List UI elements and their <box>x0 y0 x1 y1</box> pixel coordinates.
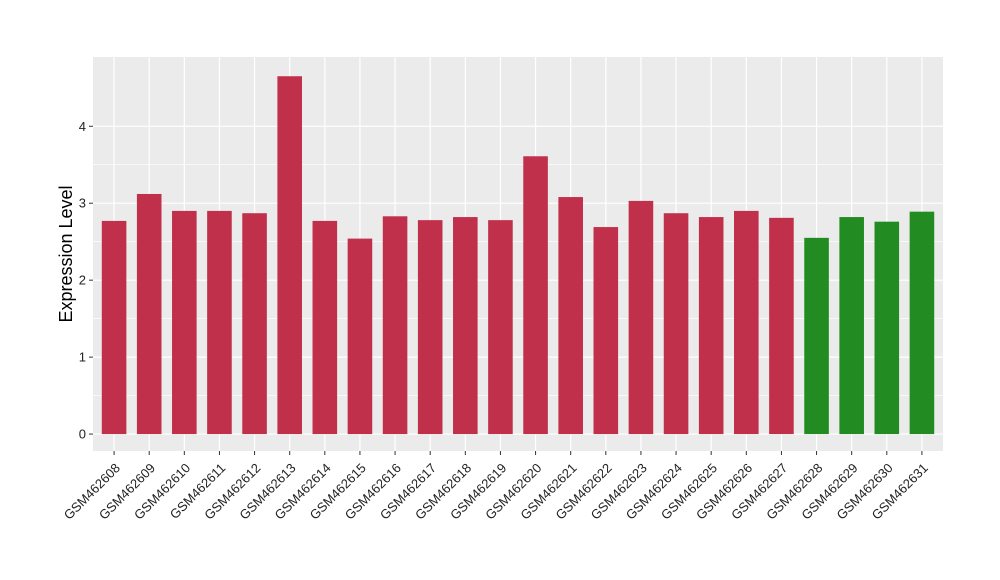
bar-GSM462611 <box>207 210 232 435</box>
y-tick-label: 0 <box>79 427 86 442</box>
bar-GSM462612 <box>242 213 267 435</box>
x-axis: GSM462608GSM462609GSM462610GSM462611GSM4… <box>61 451 931 523</box>
bar-GSM462617 <box>417 220 443 435</box>
bar-GSM462614 <box>312 220 338 435</box>
bar-GSM462631 <box>909 211 935 435</box>
bar-GSM462630 <box>874 221 900 435</box>
y-tick-label: 2 <box>79 273 86 288</box>
bar-GSM462620 <box>523 156 548 435</box>
bar-GSM462629 <box>839 217 864 435</box>
bar-GSM462616 <box>382 216 408 435</box>
plot-panel <box>93 57 943 451</box>
bar-GSM462625 <box>698 217 724 435</box>
bar-GSM462626 <box>734 210 759 435</box>
bar-GSM462613 <box>277 76 302 435</box>
y-axis-title: Expression Level <box>56 185 76 322</box>
bars <box>101 76 935 435</box>
bar-GSM462627 <box>769 217 794 435</box>
y-axis: 0 1 2 3 4 <box>79 119 93 442</box>
y-tick-label: 4 <box>79 119 86 134</box>
y-tick-label: 1 <box>79 350 86 365</box>
bar-GSM462622 <box>593 227 619 435</box>
bar-GSM462610 <box>172 210 197 435</box>
bar-GSM462621 <box>558 197 583 435</box>
grid-minor <box>93 164 943 396</box>
bar-GSM462608 <box>101 220 127 435</box>
y-tick-label: 3 <box>79 196 86 211</box>
bar-GSM462624 <box>663 213 689 435</box>
bar-GSM462609 <box>136 193 162 435</box>
bar-GSM462618 <box>453 217 478 435</box>
bar-GSM462615 <box>347 238 373 435</box>
bar-GSM462619 <box>488 220 513 435</box>
bar-GSM462628 <box>804 237 829 435</box>
bar-GSM462623 <box>628 200 654 435</box>
